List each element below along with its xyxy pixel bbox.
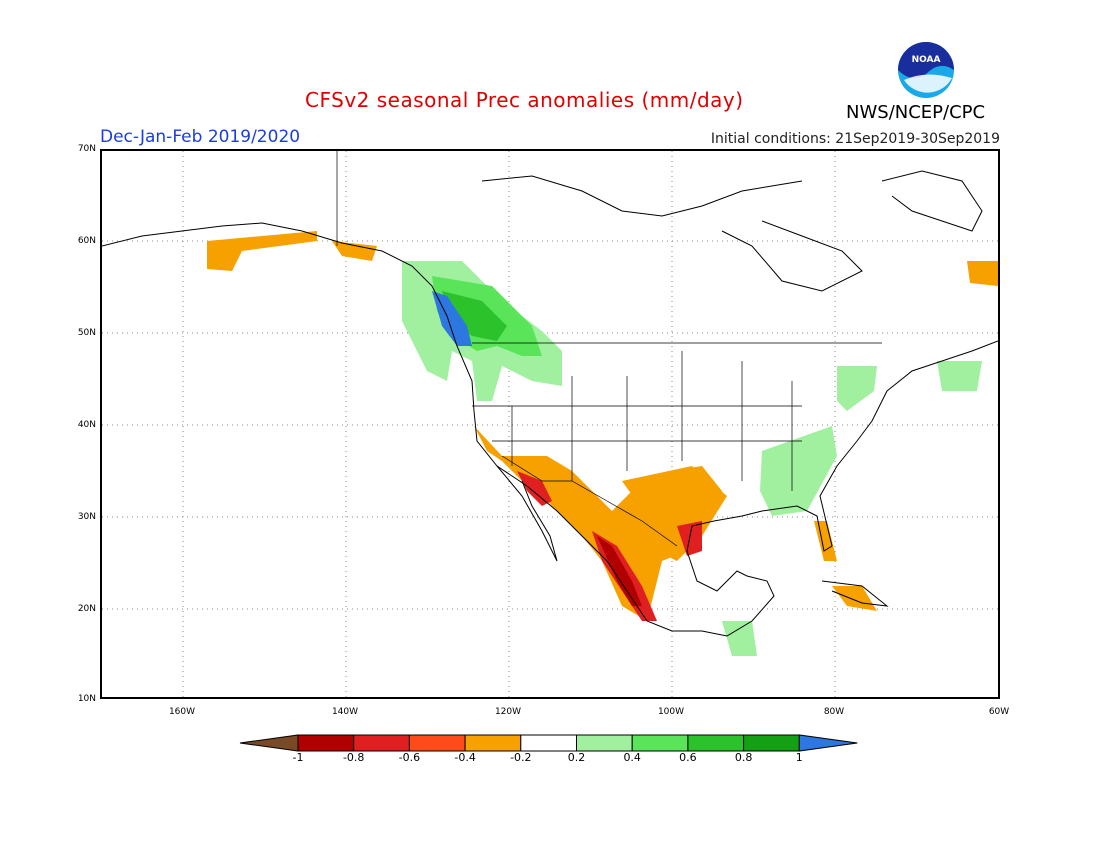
lat-label-30n: 30N (77, 512, 96, 522)
noaa-logo: NOAA (898, 42, 954, 98)
agency-label: NWS/NCEP/CPC (846, 102, 986, 123)
chart-title: CFSv2 seasonal Prec anomalies (mm/day) (305, 88, 744, 112)
dry-southwest-orange (474, 426, 722, 621)
baja-coast (496, 465, 558, 562)
wet-northeast (837, 366, 877, 411)
lat-label-50n: 50N (77, 328, 96, 338)
colorbar-segment-6 (576, 734, 633, 752)
initial-conditions-label: Initial conditions: 21Sep2019-30Sep2019 (710, 131, 1000, 147)
lat-label-40n: 40N (77, 420, 96, 430)
lat-label-20n: 20N (77, 604, 96, 614)
colorbar-segment-1 (297, 734, 355, 752)
hudson-bay (721, 220, 863, 292)
dry-baja-red (517, 471, 552, 506)
wet-central-america (722, 621, 757, 656)
colorbar-label: 0.8 (734, 751, 753, 764)
colorbar-segment-9 (743, 734, 800, 752)
wet-newfoundland (937, 361, 982, 391)
colorbar-segment-highest (798, 734, 858, 752)
north-america-coast (102, 222, 998, 637)
arctic-islands (481, 175, 803, 217)
dry-labrador (967, 261, 998, 286)
colorbar-segment-lowest (239, 734, 299, 752)
colorbar-label: -0.2 (510, 751, 532, 764)
lat-label-60n: 60N (77, 236, 96, 246)
dry-caribbean (832, 586, 877, 611)
lon-label-120w: 120W (494, 707, 522, 717)
wet-pnw-blue (432, 291, 472, 346)
dry-alaska-panhandle (332, 241, 377, 261)
lat-label-70n: 70N (77, 144, 96, 154)
cuba-coast (821, 580, 889, 607)
season-label: Dec-Jan-Feb 2019/2020 (100, 127, 301, 147)
colorbar-segment-8 (687, 734, 745, 752)
colorbar-segment-2 (353, 734, 410, 752)
map-gridlines (102, 151, 998, 697)
colorbar-label: -1 (292, 751, 304, 764)
dry-florida (814, 521, 837, 561)
colorbar-label: 0.4 (623, 751, 641, 764)
lon-label-100w: 100W (657, 707, 685, 717)
lon-label-60w: 60W (988, 707, 1010, 717)
wet-pnw-dark (442, 291, 507, 341)
colorbar-segment-5 (520, 734, 577, 752)
state-borders (336, 151, 882, 547)
colorbar-segment-7 (631, 734, 689, 752)
map-frame (100, 149, 1000, 699)
colorbar-label: 1 (795, 751, 803, 764)
colorbar-segment-4 (464, 734, 522, 752)
colorbar-label: -0.8 (342, 751, 365, 764)
lon-label-80w: 80W (823, 707, 845, 717)
greenland-coast (881, 170, 983, 232)
colorbar-label: -0.4 (454, 751, 476, 764)
coastlines (102, 170, 998, 637)
dry-alaska (207, 231, 317, 271)
lat-label-10n: 10N (77, 694, 96, 704)
colorbar-segment-3 (408, 734, 466, 752)
lon-label-160w: 160W (168, 707, 196, 717)
colorbar-label: 0.2 (567, 751, 586, 764)
colorbar (239, 734, 858, 752)
colorbar-label: 0.6 (679, 751, 697, 764)
dry-mexico-darkred (597, 536, 642, 606)
wet-southeast (760, 426, 837, 516)
lon-label-140w: 140W (331, 707, 359, 717)
noaa-logo-text: NOAA (912, 55, 941, 65)
precip-map (102, 151, 998, 697)
colorbar-label: -0.6 (398, 751, 421, 764)
anomaly-shading (207, 231, 998, 656)
